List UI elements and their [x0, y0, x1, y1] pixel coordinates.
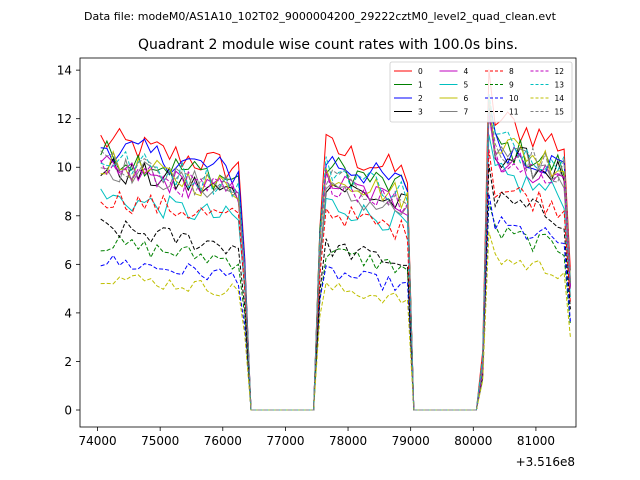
x-tick-label: 78000 — [329, 434, 367, 448]
y-tick-label: 2 — [64, 355, 72, 369]
legend-label: 11 — [509, 108, 519, 117]
x-tick-label: 77000 — [266, 434, 304, 448]
axis-ticks: 74000 75000 76000 77000 78000 79000 80000 81000… — [57, 64, 555, 448]
plot-lines — [100, 69, 571, 411]
legend-label: 10 — [509, 94, 519, 103]
series-line-15 — [100, 101, 571, 411]
legend-label: 5 — [464, 81, 469, 90]
legend-label: 4 — [464, 67, 469, 76]
legend-label: 2 — [418, 94, 423, 103]
series-line-12 — [100, 113, 571, 411]
y-tick-label: 4 — [64, 306, 72, 320]
legend-label: 3 — [418, 108, 423, 117]
axes-frame — [79, 57, 577, 428]
x-tick-label: 75000 — [141, 434, 179, 448]
series-line-10 — [100, 193, 571, 411]
x-tick-label: 74000 — [78, 434, 116, 448]
y-tick-label: 0 — [64, 404, 72, 418]
chart-title: Quadrant 2 module wise count rates with … — [138, 37, 518, 53]
legend-box — [389, 61, 573, 123]
legend-label: 6 — [464, 94, 469, 103]
y-tick-label: 12 — [57, 112, 72, 126]
x-tick-label: 79000 — [392, 434, 430, 448]
series-line-6 — [100, 96, 571, 411]
x-tick-label: 80000 — [454, 434, 492, 448]
y-tick-label: 10 — [57, 161, 72, 175]
legend-label: 14 — [555, 94, 565, 103]
chart-suptitle: Data file: modeM0/AS1A10_102T02_90000042… — [84, 10, 557, 23]
legend-label: 7 — [464, 108, 469, 117]
legend-label: 12 — [555, 67, 565, 76]
y-tick-label: 8 — [64, 209, 72, 223]
legend-label: 1 — [418, 81, 423, 90]
legend-label: 9 — [509, 81, 514, 90]
x-tick-label: 76000 — [204, 434, 242, 448]
y-tick-label: 14 — [57, 64, 72, 78]
legend-label: 0 — [418, 67, 423, 76]
legend-label: 8 — [509, 67, 514, 76]
legend-label: 15 — [555, 108, 565, 117]
series-line-8 — [100, 149, 571, 411]
series-line-11 — [100, 164, 571, 411]
x-axis-offset-label: +3.516e8 — [516, 455, 575, 469]
series-line-5 — [100, 134, 571, 411]
x-tick-label: 81000 — [517, 434, 555, 448]
y-tick-label: 6 — [64, 258, 72, 272]
series-line-14 — [100, 232, 571, 411]
legend-label: 13 — [555, 81, 565, 90]
